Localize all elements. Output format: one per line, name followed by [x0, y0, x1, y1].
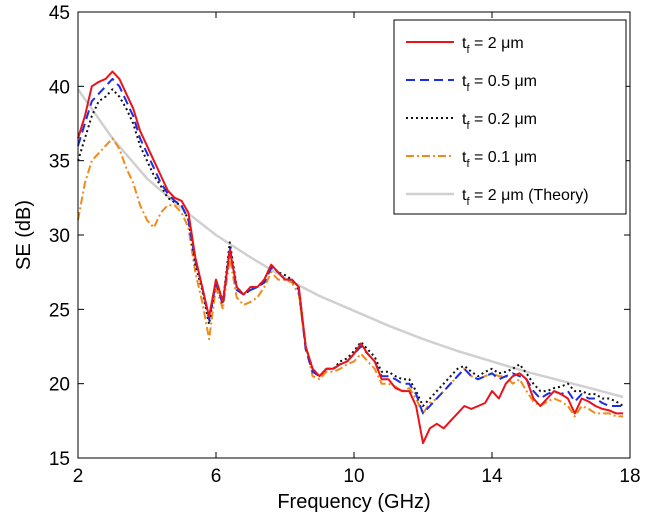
x-axis-label: Frequency (GHz): [277, 491, 430, 513]
series-layer: [76, 70, 624, 445]
series-line-0: [77, 70, 624, 445]
y-axis-label: SE (dB): [13, 200, 35, 270]
tick-layer: 2 6 10 14 18 15 20 25 30 35 40 45: [49, 3, 641, 487]
legend-label-4: tf = 2 μm (Theory): [462, 187, 589, 208]
legend-label-2: tf = 0.2 μm: [462, 111, 537, 132]
series-line-2: [77, 88, 624, 407]
x-tick-label: 14: [481, 466, 503, 487]
y-tick-label: 45: [49, 3, 70, 24]
legend: tf = 2 μm tf = 0.5 μm tf = 0.2 μm tf = 0.1 …: [393, 19, 627, 215]
x-tick-label: 6: [211, 466, 222, 487]
y-tick-label: 25: [49, 300, 70, 321]
legend-label-0: tf = 2 μm: [462, 35, 524, 56]
y-tick-label: 30: [49, 226, 70, 247]
y-tick-label: 35: [49, 152, 70, 173]
y-tick-label: 40: [49, 77, 70, 98]
x-tick-label: 2: [73, 466, 84, 487]
series-line-3: [77, 137, 624, 418]
x-tick-label: 10: [343, 466, 364, 487]
x-tick-label: 18: [619, 466, 640, 487]
legend-label-1: tf = 0.5 μm: [462, 73, 537, 94]
legend-label-3: tf = 0.1 μm: [462, 149, 537, 170]
y-tick-label: 15: [49, 449, 70, 470]
y-tick-label: 20: [49, 375, 70, 396]
